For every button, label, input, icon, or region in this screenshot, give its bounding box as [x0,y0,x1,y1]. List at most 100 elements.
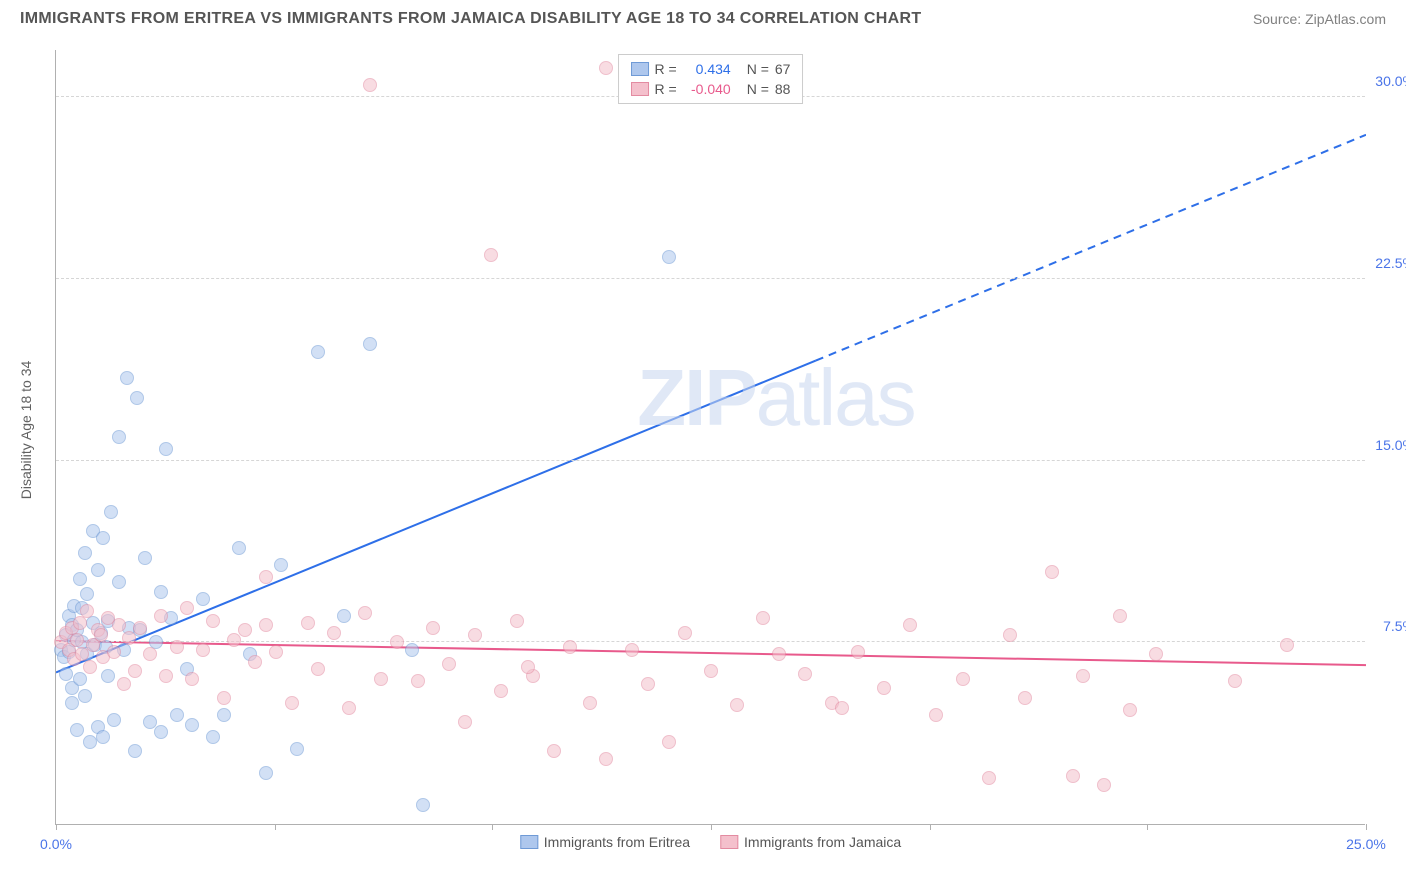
watermark: ZIPatlas [637,352,914,444]
correlation-legend: R =0.434N =67R =-0.040N =88 [618,54,804,104]
scatter-point-jamaica [704,664,718,678]
scatter-point-jamaica [625,643,639,657]
scatter-point-eritrea [78,546,92,560]
scatter-point-jamaica [83,660,97,674]
legend-swatch [631,62,649,76]
scatter-point-jamaica [1228,674,1242,688]
scatter-point-jamaica [662,735,676,749]
legend-label: Immigrants from Jamaica [744,834,901,850]
trend-lines [56,50,1366,825]
scatter-point-jamaica [107,645,121,659]
scatter-point-eritrea [154,585,168,599]
scatter-point-eritrea [274,558,288,572]
scatter-point-jamaica [94,628,108,642]
legend-n-label: N = [747,61,769,77]
y-axis-label: Disability Age 18 to 34 [18,361,34,500]
scatter-point-jamaica [1113,609,1127,623]
legend-label: Immigrants from Eritrea [544,834,690,850]
scatter-point-eritrea [83,735,97,749]
scatter-point-eritrea [65,696,79,710]
y-tick-label: 22.5% [1370,255,1406,271]
scatter-point-jamaica [798,667,812,681]
scatter-point-jamaica [154,609,168,623]
x-tick-label-max: 25.0% [1346,836,1386,852]
scatter-point-eritrea [159,442,173,456]
scatter-point-jamaica [269,645,283,659]
x-tick [711,824,712,830]
x-tick [930,824,931,830]
scatter-point-jamaica [248,655,262,669]
scatter-point-jamaica [484,248,498,262]
scatter-point-jamaica [1076,669,1090,683]
scatter-point-jamaica [259,618,273,632]
scatter-point-jamaica [521,660,535,674]
gridline [56,278,1365,279]
y-tick-label: 15.0% [1370,437,1406,453]
scatter-point-eritrea [80,587,94,601]
scatter-point-jamaica [342,701,356,715]
legend-swatch [631,82,649,96]
scatter-point-eritrea [96,730,110,744]
scatter-point-jamaica [327,626,341,640]
scatter-point-jamaica [956,672,970,686]
scatter-point-jamaica [133,621,147,635]
scatter-point-eritrea [196,592,210,606]
scatter-point-jamaica [851,645,865,659]
scatter-point-jamaica [1066,769,1080,783]
scatter-point-eritrea [112,575,126,589]
scatter-point-jamaica [877,681,891,695]
scatter-point-eritrea [311,345,325,359]
scatter-point-eritrea [232,541,246,555]
scatter-point-jamaica [563,640,577,654]
x-tick [56,824,57,830]
scatter-point-eritrea [59,667,73,681]
scatter-point-jamaica [756,611,770,625]
scatter-point-eritrea [104,505,118,519]
scatter-point-jamaica [903,618,917,632]
legend-r-value: 0.434 [683,61,731,77]
scatter-point-jamaica [73,616,87,630]
chart-source: Source: ZipAtlas.com [1253,11,1386,27]
scatter-point-jamaica [70,633,84,647]
scatter-point-jamaica [217,691,231,705]
scatter-point-eritrea [73,572,87,586]
scatter-point-jamaica [180,601,194,615]
scatter-point-jamaica [599,61,613,75]
scatter-point-eritrea [416,798,430,812]
chart-plot-area: ZIPatlas R =0.434N =67R =-0.040N =88 Imm… [55,50,1365,825]
scatter-point-jamaica [1018,691,1032,705]
scatter-point-eritrea [363,337,377,351]
scatter-point-jamaica [1045,565,1059,579]
scatter-point-jamaica [112,618,126,632]
scatter-point-jamaica [128,664,142,678]
scatter-point-eritrea [206,730,220,744]
scatter-point-jamaica [1149,647,1163,661]
legend-n-value: 67 [775,61,791,77]
scatter-point-jamaica [1097,778,1111,792]
legend-item: Immigrants from Jamaica [720,834,901,850]
scatter-point-jamaica [301,616,315,630]
scatter-point-eritrea [405,643,419,657]
x-tick [1147,824,1148,830]
scatter-point-jamaica [159,669,173,683]
scatter-point-jamaica [143,647,157,661]
scatter-point-jamaica [117,677,131,691]
scatter-point-jamaica [547,744,561,758]
scatter-point-eritrea [138,551,152,565]
scatter-point-jamaica [285,696,299,710]
x-tick [1366,824,1367,830]
scatter-point-eritrea [107,713,121,727]
legend-item: Immigrants from Eritrea [520,834,690,850]
scatter-point-jamaica [206,614,220,628]
legend-row: R =0.434N =67 [631,59,791,79]
scatter-point-jamaica [730,698,744,712]
x-tick [275,824,276,830]
scatter-point-eritrea [170,708,184,722]
gridline [56,460,1365,461]
scatter-point-jamaica [374,672,388,686]
scatter-point-jamaica [185,672,199,686]
scatter-point-eritrea [154,725,168,739]
scatter-point-eritrea [259,766,273,780]
scatter-point-jamaica [390,635,404,649]
scatter-point-jamaica [311,662,325,676]
